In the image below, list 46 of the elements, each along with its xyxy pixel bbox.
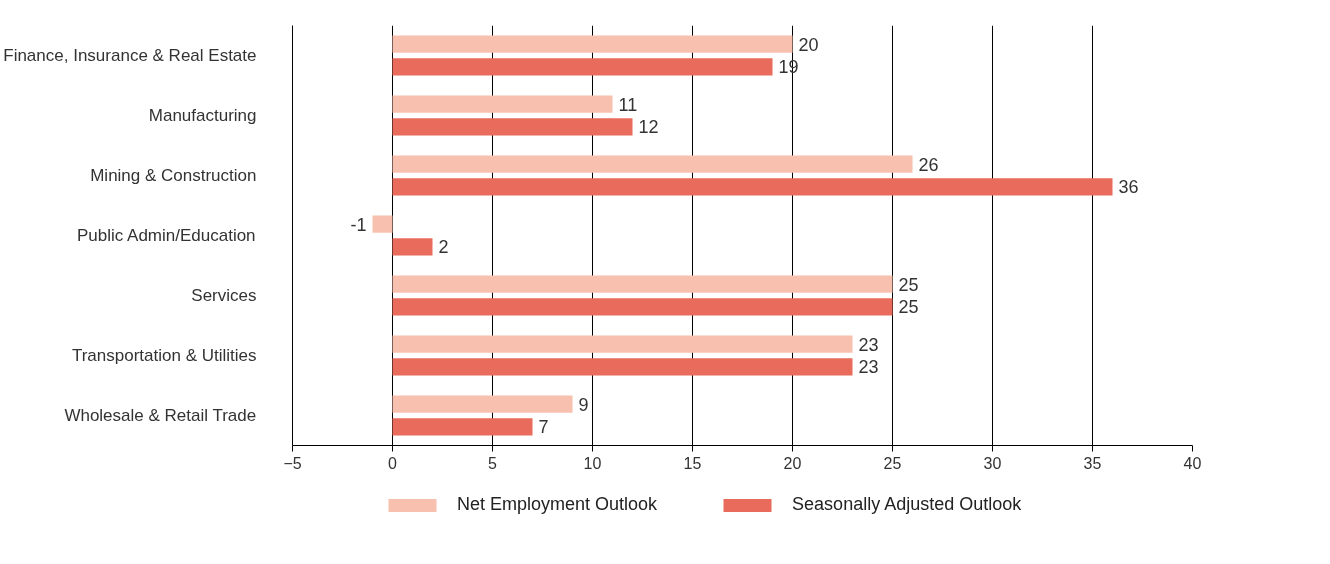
data-label: 12	[638, 117, 659, 138]
bar	[392, 335, 853, 353]
x-tick-label: 0	[388, 454, 398, 472]
data-label: 36	[1118, 177, 1139, 198]
x-tick-label: −5	[283, 454, 302, 472]
y-tick-label: Manufacturing	[148, 106, 257, 125]
data-label: 20	[798, 34, 819, 55]
data-label: 25	[898, 297, 919, 318]
data-label: 23	[858, 357, 879, 378]
bar	[392, 95, 613, 113]
bar	[392, 238, 433, 256]
bar	[392, 58, 773, 76]
x-tick-label: 40	[1183, 454, 1202, 472]
bar	[372, 215, 393, 233]
bar	[392, 275, 893, 293]
data-label: -1	[350, 214, 367, 235]
x-tick-label: 30	[983, 454, 1002, 472]
bar	[392, 358, 853, 376]
y-tick-label: Finance, Insurance & Real Estate	[3, 46, 257, 65]
bar	[392, 178, 1113, 196]
x-tick-label: 25	[883, 454, 902, 472]
data-label: 26	[918, 154, 939, 175]
data-label: 11	[618, 94, 638, 115]
bar	[392, 155, 913, 173]
x-tick-label: 35	[1083, 454, 1102, 472]
bar	[392, 395, 573, 413]
legend-label: Net Employment Outlook	[457, 494, 658, 515]
y-tick-label: Mining & Construction	[90, 166, 257, 185]
bar	[392, 118, 633, 136]
bar	[392, 35, 793, 53]
y-tick-label: Transportation & Utilities	[71, 346, 257, 365]
data-label: 23	[858, 334, 879, 355]
x-tick-label: 5	[488, 454, 498, 472]
legend-label: Seasonally Adjusted Outlook	[792, 494, 1022, 515]
y-tick-label: Wholesale & Retail Trade	[64, 406, 257, 425]
y-tick-label: Public Admin/Education	[76, 226, 256, 245]
data-label: 7	[538, 417, 549, 438]
x-tick-label: 15	[683, 454, 702, 472]
bar	[392, 418, 533, 436]
x-tick-label: 20	[783, 454, 802, 472]
data-label: 9	[578, 394, 589, 415]
data-label: 25	[898, 274, 919, 295]
y-tick-label: Services	[191, 286, 257, 305]
data-label: 2	[438, 237, 449, 258]
bar	[392, 298, 893, 316]
x-tick-label: 10	[583, 454, 602, 472]
